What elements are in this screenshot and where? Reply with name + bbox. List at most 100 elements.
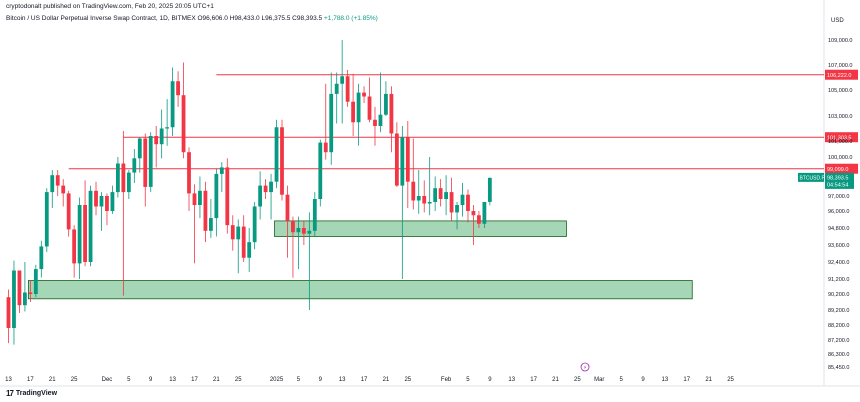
candle-body xyxy=(444,192,448,199)
ohlc-values: O96,606.0 H98,433.0 L96,375.5 C98,393.5 xyxy=(197,15,323,22)
candle-body xyxy=(400,137,405,186)
candle-body xyxy=(482,202,487,224)
time-tick-label: 25 xyxy=(727,377,734,383)
candle-body xyxy=(203,190,208,231)
time-tick-label: 17 xyxy=(530,377,537,383)
price-tick-label: 91,200.0 xyxy=(828,277,849,283)
support-zone-0 xyxy=(27,280,693,300)
time-tick-label: 21 xyxy=(213,377,220,383)
candle-body xyxy=(132,158,137,173)
candle-body xyxy=(110,192,115,211)
time-tick-label: 13 xyxy=(339,377,346,383)
candle-body xyxy=(312,199,317,231)
price-tick-label: 89,200.0 xyxy=(828,308,849,314)
candle-body xyxy=(274,127,279,182)
candle-body xyxy=(384,93,388,115)
candle-body xyxy=(394,133,399,186)
price-change: +1,788.0 (+1.85%) xyxy=(323,15,378,22)
candle-body xyxy=(192,193,197,205)
symbol-tag-bg xyxy=(798,172,824,182)
candle-body xyxy=(247,242,252,258)
candle-body xyxy=(6,297,11,328)
price-tick-label: 94,800.0 xyxy=(828,226,849,232)
price-tick-label: 103,000.0 xyxy=(828,114,852,120)
candle-body xyxy=(88,190,93,262)
price-tick-label: 93,600.0 xyxy=(828,243,849,249)
candle-body xyxy=(121,163,126,193)
time-tick-label: 21 xyxy=(49,377,56,383)
price-tick-label: 90,200.0 xyxy=(828,292,849,298)
candle-body xyxy=(389,93,394,134)
time-tick-label: Dec xyxy=(102,377,113,383)
candle-body xyxy=(340,76,345,84)
candle-body xyxy=(208,218,213,231)
time-tick-label: 21 xyxy=(383,377,390,383)
tradingview-brand: TradingView xyxy=(15,390,58,397)
candle-body xyxy=(33,269,38,294)
resistance-label-0: 106,222.0 xyxy=(827,73,851,79)
support-zone-1 xyxy=(274,220,567,237)
price-tick-label: 105,000.0 xyxy=(828,88,852,94)
candle-body xyxy=(323,142,328,153)
candle-body xyxy=(241,226,246,258)
candle-body xyxy=(17,270,22,306)
time-tick-label: 9 xyxy=(488,377,492,383)
candle-body xyxy=(411,181,416,201)
candle-body xyxy=(373,119,377,126)
candle-body xyxy=(329,93,334,153)
time-tick-label: 5 xyxy=(619,377,623,383)
time-tick-label: 25 xyxy=(404,377,411,383)
candle-body xyxy=(285,194,290,221)
candle-body xyxy=(187,152,191,194)
candle-body xyxy=(236,226,241,240)
candle-body xyxy=(367,96,372,120)
candle-body xyxy=(148,136,153,187)
candle-body xyxy=(362,92,366,97)
resistance-label-1: 101,303.5 xyxy=(827,136,851,142)
candle-body xyxy=(44,192,49,247)
candle-body xyxy=(50,175,55,193)
candle-body xyxy=(356,92,361,123)
candle-body xyxy=(258,185,263,207)
candle-body xyxy=(94,190,98,207)
candle-body xyxy=(280,127,284,195)
time-tick-label: 17 xyxy=(361,377,368,383)
time-tick-label: 17 xyxy=(27,377,34,383)
candle-body xyxy=(351,101,356,123)
candle-body xyxy=(449,192,454,213)
time-tick-label: Feb xyxy=(441,377,452,383)
candle-body xyxy=(105,196,109,211)
candle-body xyxy=(334,83,339,94)
candle-body xyxy=(433,188,438,202)
publisher-line: cryptodonalt published on TradingView.co… xyxy=(6,3,214,10)
candle-body xyxy=(55,175,60,186)
price-tick-label: 97,000.0 xyxy=(828,194,849,200)
current-price-label: 98,393.5 xyxy=(827,175,848,181)
candle-body xyxy=(438,188,443,199)
time-tick-label: 21 xyxy=(552,377,559,383)
candle-body xyxy=(455,205,459,213)
candle-body xyxy=(230,225,235,240)
price-tick-label: 85,450.0 xyxy=(828,365,849,371)
candle-body xyxy=(422,196,427,204)
candle-body xyxy=(471,211,476,216)
price-tick-label: 88,200.0 xyxy=(828,323,849,329)
candle-body xyxy=(307,230,312,234)
tradingview-logo: 17 TradingView xyxy=(6,389,57,398)
candle-body xyxy=(165,127,170,129)
event-marker-glyph: ⚡ xyxy=(583,365,587,371)
candle-body xyxy=(28,292,33,294)
candle-body xyxy=(219,167,224,174)
resistance-label-bg-0 xyxy=(825,69,858,80)
price-tick-label: 86,300.0 xyxy=(828,352,849,358)
candle-body xyxy=(318,142,323,199)
time-tick-label: 17 xyxy=(191,377,198,383)
price-tick-label: 109,000.0 xyxy=(828,38,852,44)
candle-body xyxy=(181,95,186,153)
candle-body xyxy=(378,114,383,126)
candle-body xyxy=(72,229,77,264)
time-tick-label: 13 xyxy=(5,377,12,383)
candle-body xyxy=(345,76,350,102)
candle-body xyxy=(427,202,432,204)
